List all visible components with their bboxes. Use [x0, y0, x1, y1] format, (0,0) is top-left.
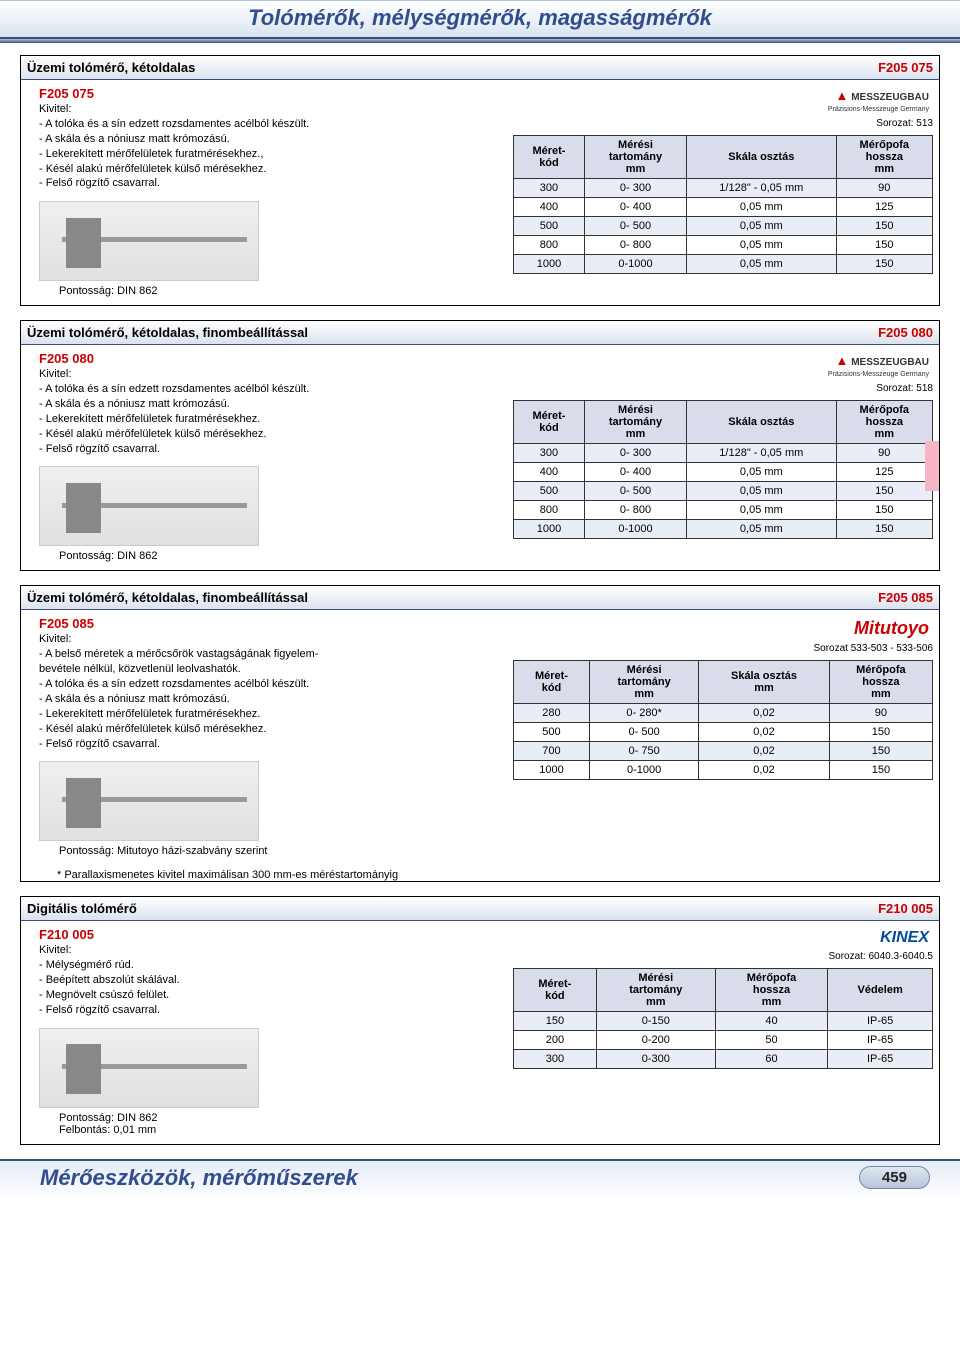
product-image [39, 201, 259, 281]
section-code: F205 080 [878, 325, 933, 340]
section-title: Digitális tolómérő [27, 901, 137, 916]
kivitel-label: Kivitel: [39, 103, 71, 115]
product-section: Üzemi tolómérő, kétoldalas, finombeállít… [20, 585, 940, 882]
product-section: Üzemi tolómérő, kétoldalas F205 075 F205… [20, 55, 940, 306]
product-code: F205 085 [39, 616, 493, 631]
section-code: F205 085 [878, 590, 933, 605]
footer-title: Mérőeszközök, mérőműszerek [40, 1165, 859, 1191]
product-code: F210 005 [39, 927, 493, 942]
brand-logo: ▲ MESSZEUGBAUPräzisions-Messzeuge German… [824, 351, 933, 381]
product-image [39, 466, 259, 546]
section-title: Üzemi tolómérő, kétoldalas, finombeállít… [27, 325, 308, 340]
page-title: Tolómérők, mélységmérők, magasságmérők [248, 5, 712, 30]
product-code: F205 080 [39, 351, 493, 366]
brand-logo: Mitutoyo [850, 616, 933, 641]
section-code: F210 005 [878, 901, 933, 916]
section-header: Üzemi tolómérő, kétoldalas F205 075 [21, 56, 939, 80]
spec-table: Méret-kód Mérésitartománymm Skála osztás… [513, 135, 933, 274]
brand-logo: ▲ MESSZEUGBAUPräzisions-Messzeuge German… [824, 86, 933, 116]
footnote: * Parallaxismenetes kivitel maximálisan … [57, 869, 939, 881]
product-code: F205 075 [39, 86, 493, 101]
brand-logo: KINEX [876, 927, 933, 949]
footer-bar: Mérőeszközök, mérőműszerek 459 [0, 1159, 960, 1201]
page-number: 459 [859, 1166, 930, 1189]
feature-list: - A tolóka és a sín edzett rozsdamentes … [39, 117, 493, 191]
spec-table: Méret-kódMérésitartománymmSkála osztásMé… [513, 400, 933, 539]
series-label: Sorozat: 513 [513, 118, 933, 129]
section-title: Üzemi tolómérő, kétoldalas [27, 60, 195, 75]
spec-table: Méret-kódMérésitartománymmMérőpofahossza… [513, 968, 933, 1069]
product-image [39, 761, 259, 841]
section-title: Üzemi tolómérő, kétoldalas, finombeállít… [27, 590, 308, 605]
accuracy-note: Pontosság: DIN 862 [59, 285, 493, 297]
side-tab [925, 441, 939, 491]
section-code: F205 075 [878, 60, 933, 75]
product-image [39, 1028, 259, 1108]
product-section: Digitális tolómérő F210 005 F210 005 Kiv… [20, 896, 940, 1144]
product-section: Üzemi tolómérő, kétoldalas, finombeállít… [20, 320, 940, 571]
spec-table: Méret-kódMérésitartománymmSkála osztásmm… [513, 660, 933, 780]
page-title-bar: Tolómérők, mélységmérők, magasságmérők [0, 0, 960, 39]
